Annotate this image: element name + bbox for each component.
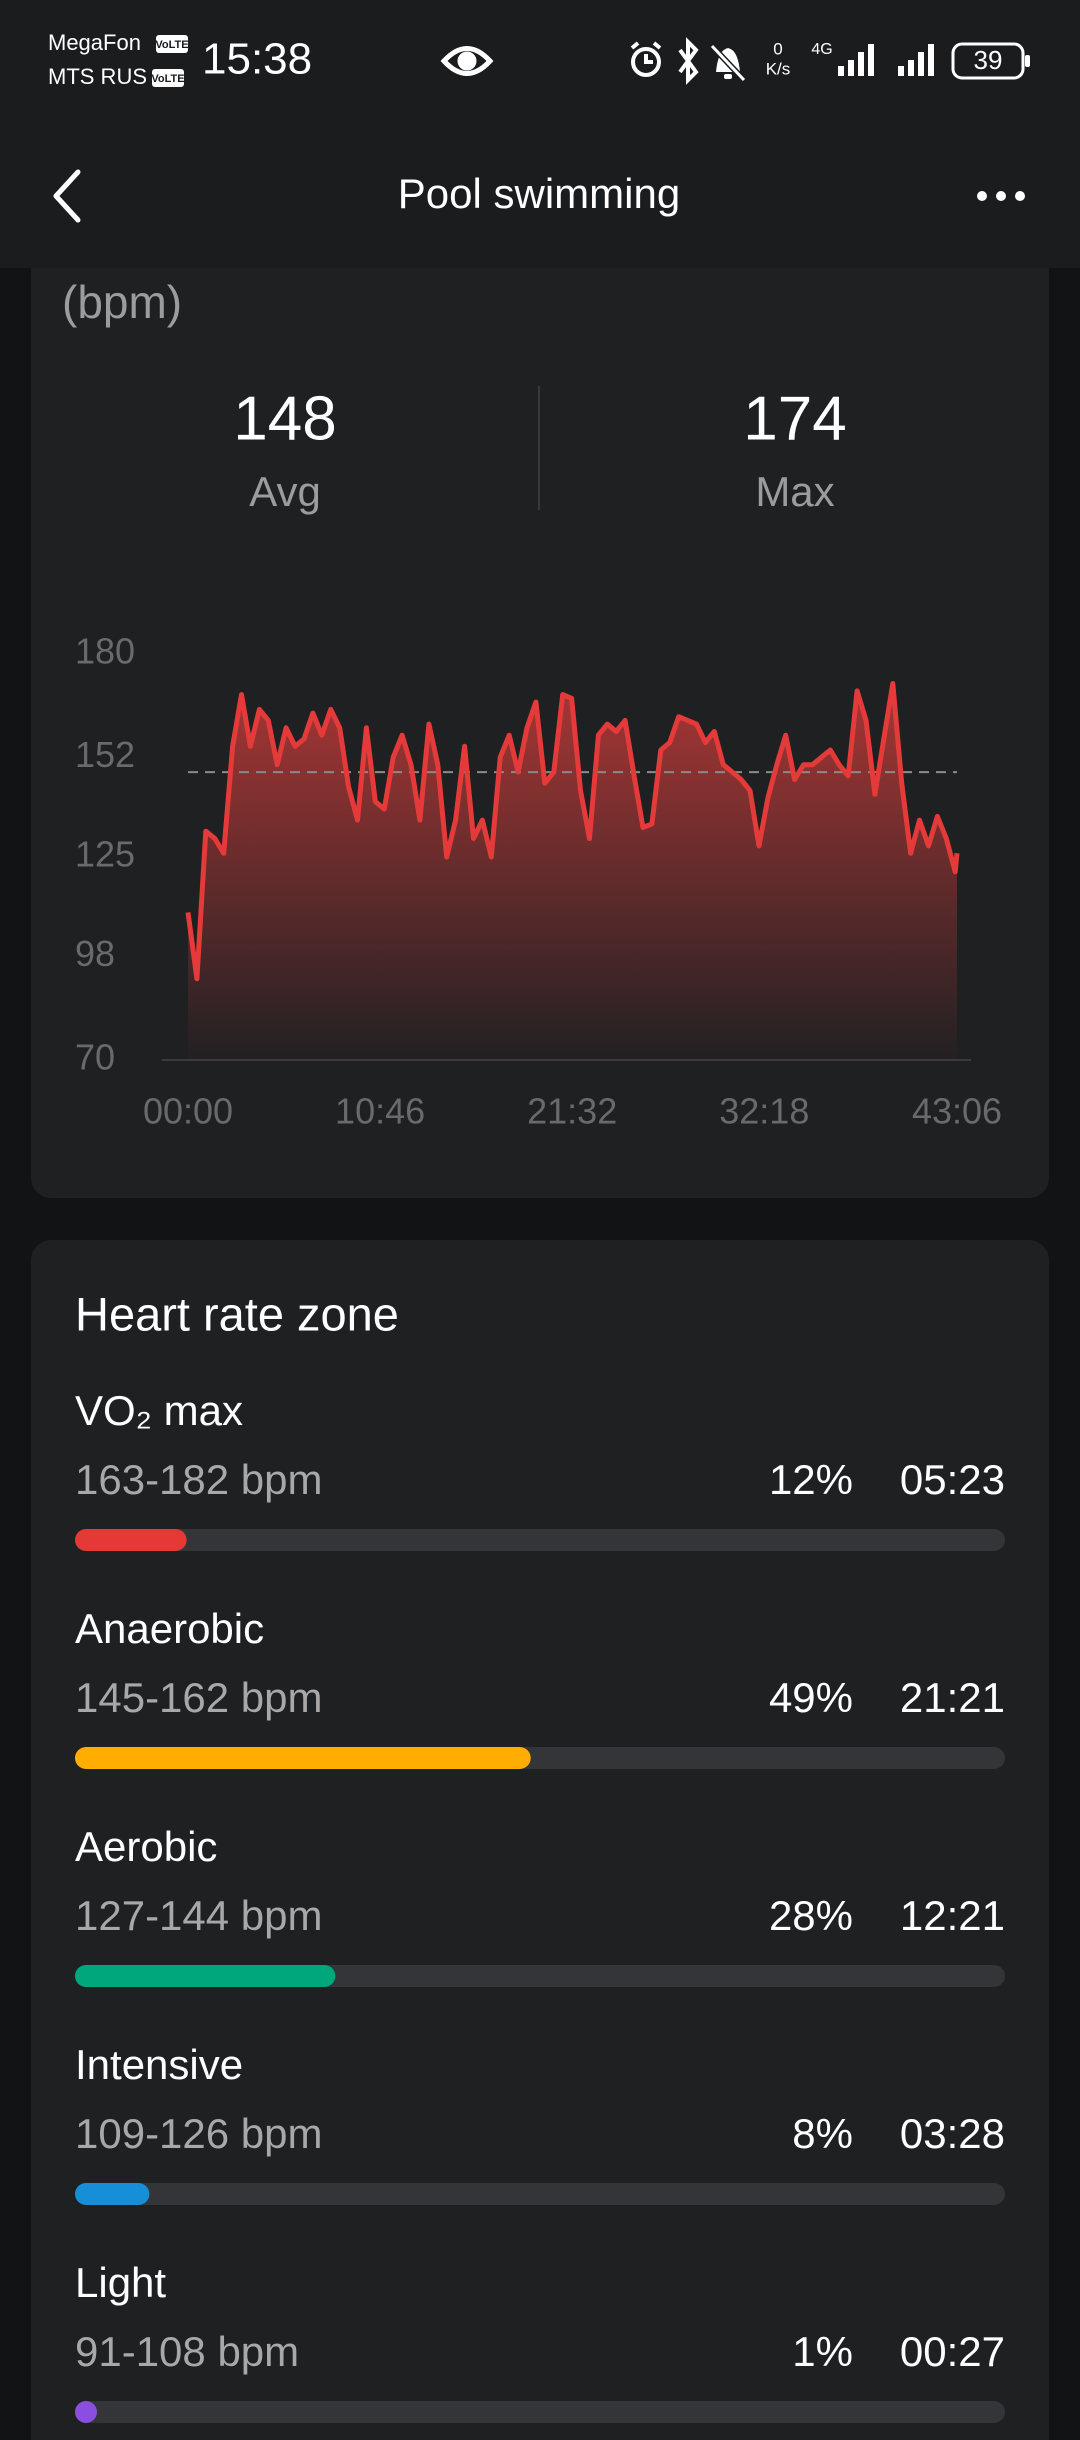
- zone-percent: 12%: [769, 1456, 853, 1503]
- y-tick-label: 98: [75, 933, 115, 974]
- back-button[interactable]: [53, 169, 81, 223]
- x-tick-label: 21:32: [527, 1091, 617, 1132]
- x-tick-label: 10:46: [335, 1091, 425, 1132]
- area: [188, 683, 957, 1060]
- zone-time: 05:23: [900, 1456, 1005, 1503]
- y-tick-label: 125: [75, 834, 135, 875]
- network: 4G: [811, 41, 832, 58]
- zone-name: Intensive: [75, 2041, 243, 2088]
- max-value: 174: [743, 384, 846, 453]
- zone-range: 145-162 bpm: [75, 1674, 323, 1721]
- speed-unit: K/s: [766, 59, 791, 78]
- zone-range: 163-182 bpm: [75, 1456, 323, 1503]
- zone-time: 00:27: [900, 2328, 1005, 2375]
- zone-title: Heart rate zone: [75, 1287, 399, 1340]
- signal-icon: [838, 44, 934, 76]
- zone-name: Aerobic: [75, 1823, 217, 1870]
- volte-badge: [156, 35, 188, 53]
- y-tick-label: 152: [75, 734, 135, 775]
- zone-name: VO₂ max: [75, 1387, 243, 1434]
- alarm-icon: [630, 41, 662, 77]
- zone-percent: 49%: [769, 1674, 853, 1721]
- zone-range: 109-126 bpm: [75, 2110, 323, 2157]
- speed: 0: [773, 39, 782, 58]
- battery-level: 39: [974, 45, 1003, 75]
- clock: 15:38: [202, 35, 312, 84]
- avg-value: 148: [233, 384, 336, 453]
- zone-range: 127-144 bpm: [75, 1892, 323, 1939]
- zone-bar: [75, 1747, 531, 1769]
- zone-track: [75, 2401, 1005, 2423]
- more-button[interactable]: [977, 191, 1025, 201]
- zone-range: 91-108 bpm: [75, 2328, 299, 2375]
- zone-name: Anaerobic: [75, 1605, 264, 1652]
- zone-name: Light: [75, 2259, 166, 2306]
- zone-track: [75, 2183, 1005, 2205]
- avg-label: Avg: [249, 468, 321, 515]
- volte-text: VoLTE: [151, 73, 184, 85]
- zone-percent: 28%: [769, 1892, 853, 1939]
- zone-bar: [75, 1529, 187, 1551]
- x-tick-label: 00:00: [143, 1091, 233, 1132]
- battery-icon: [951, 42, 1025, 80]
- page-title: Pool swimming: [398, 170, 680, 217]
- zone-time: 12:21: [900, 1892, 1005, 1939]
- y-tick-label: 70: [75, 1037, 115, 1078]
- zone-time: 21:21: [900, 1674, 1005, 1721]
- y-tick-label: 180: [75, 631, 135, 672]
- x-tick-label: 32:18: [719, 1091, 809, 1132]
- zone-percent: 8%: [792, 2110, 853, 2157]
- zone-track: [75, 1529, 1005, 1551]
- zone-bar: [75, 2183, 150, 2205]
- bluetooth-icon: [678, 37, 699, 85]
- chart-title: (bpm): [62, 276, 182, 328]
- zone-time: 03:28: [900, 2110, 1005, 2157]
- battery-tip: [1025, 55, 1030, 67]
- line: [185, 681, 960, 982]
- zone-bar: [75, 2401, 97, 2423]
- x-tick-label: 43:06: [912, 1091, 1002, 1132]
- zone-bar: [75, 1965, 336, 1987]
- volte-text: VoLTE: [155, 39, 188, 51]
- mute-icon: [709, 43, 747, 83]
- volte-badge: [152, 69, 184, 87]
- max-label: Max: [755, 468, 834, 515]
- carrier: MegaFon: [48, 30, 141, 55]
- eye-icon: [440, 46, 494, 76]
- zone-percent: 1%: [792, 2328, 853, 2375]
- carrier: MTS RUS: [48, 64, 147, 89]
